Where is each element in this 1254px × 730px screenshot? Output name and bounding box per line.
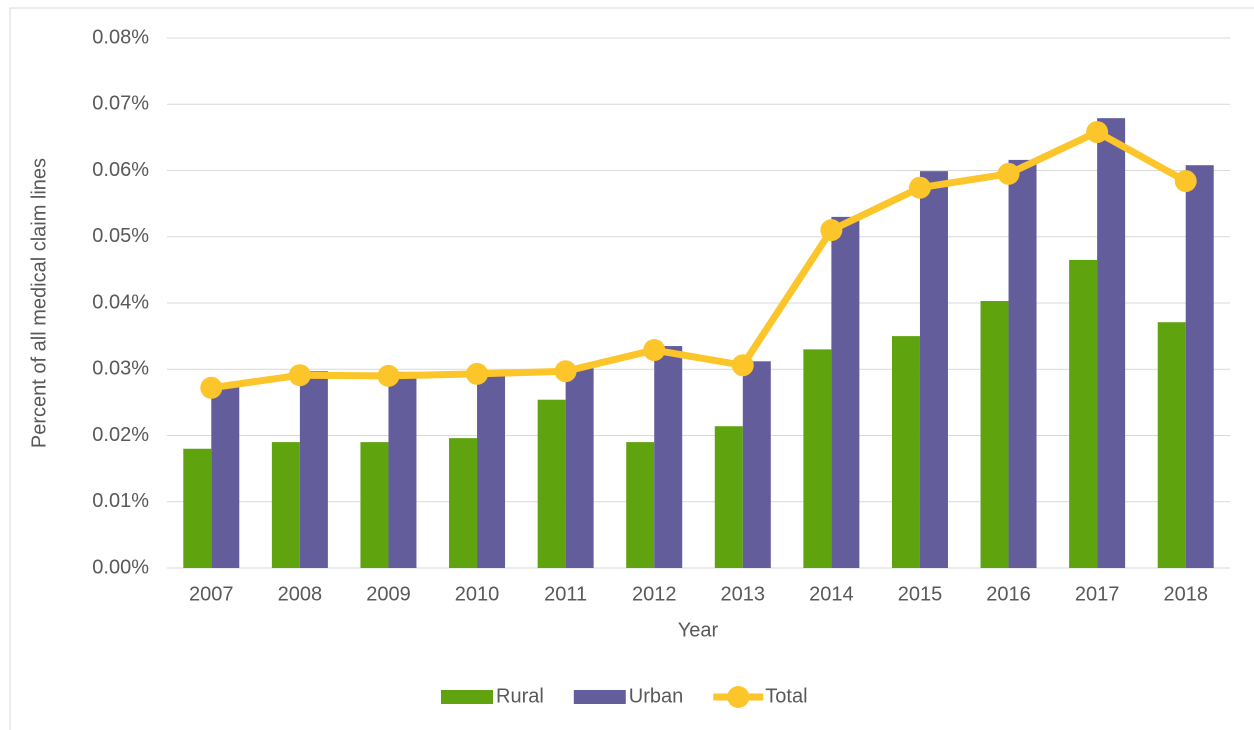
bar (360, 442, 389, 568)
y-tick-label: 0.04% (92, 291, 149, 313)
bar (299, 371, 328, 568)
bar (1185, 165, 1214, 568)
marker (1086, 121, 1109, 144)
bar (980, 301, 1009, 568)
x-tick-label: 2018 (1163, 583, 1208, 605)
marker (820, 219, 843, 242)
line (210, 128, 1188, 392)
bar (1069, 259, 1098, 568)
bar (388, 371, 417, 568)
marker (466, 362, 489, 385)
bar (803, 349, 832, 568)
marker (288, 364, 311, 387)
y-tick-label: 0.00% (92, 556, 149, 578)
bar (211, 385, 240, 568)
bar (831, 216, 860, 568)
x-tick-label: 2009 (366, 583, 411, 605)
bar (1008, 159, 1037, 568)
bar (891, 336, 920, 568)
bar (654, 346, 683, 568)
bar (183, 448, 212, 568)
legend-swatch (727, 686, 750, 708)
y-tick-label: 0.01% (92, 490, 149, 512)
bar (626, 442, 655, 568)
y-tick-label: 0.06% (92, 159, 149, 181)
bar (477, 371, 506, 568)
legend-label: Total (765, 685, 807, 707)
legend-label: Urban (629, 685, 683, 707)
bar (271, 442, 300, 568)
marker (908, 176, 931, 199)
marker (731, 354, 754, 377)
y-tick-label: 0.08% (92, 26, 149, 48)
bar (449, 438, 478, 568)
x-tick-label: 2007 (189, 583, 234, 605)
y-tick-label: 0.07% (92, 93, 149, 115)
x-axis-label: Year (678, 619, 719, 641)
chart-border (9, 7, 1254, 730)
y-tick-label: 0.05% (92, 225, 149, 247)
y-tick-label: 0.03% (92, 358, 149, 380)
marker (997, 162, 1020, 185)
x-tick-label: 2017 (1075, 583, 1120, 605)
bar (742, 361, 771, 568)
bar (537, 399, 566, 568)
x-tick-label: 2013 (721, 583, 766, 605)
marker (1174, 170, 1197, 193)
x-tick-label: 2016 (986, 583, 1031, 605)
bar (565, 367, 594, 568)
marker (554, 360, 577, 383)
legend-label: Rural (496, 685, 544, 707)
marker (377, 364, 400, 387)
x-tick-label: 2011 (544, 583, 587, 605)
x-tick-label: 2015 (898, 583, 943, 605)
x-tick-label: 2008 (278, 583, 323, 605)
legend-swatch (573, 690, 626, 704)
legend-swatch (441, 690, 493, 704)
bar (1097, 118, 1126, 568)
y-axis-label: Percent of all medical claim lines (28, 158, 50, 448)
bar (714, 426, 743, 568)
x-tick-label: 2010 (455, 583, 500, 605)
y-tick-label: 0.02% (92, 424, 149, 446)
x-tick-label: 2012 (632, 583, 677, 605)
x-tick-label: 2014 (809, 583, 854, 605)
bar (1157, 322, 1186, 568)
marker (643, 339, 666, 362)
bar (919, 171, 948, 568)
marker (200, 376, 223, 399)
